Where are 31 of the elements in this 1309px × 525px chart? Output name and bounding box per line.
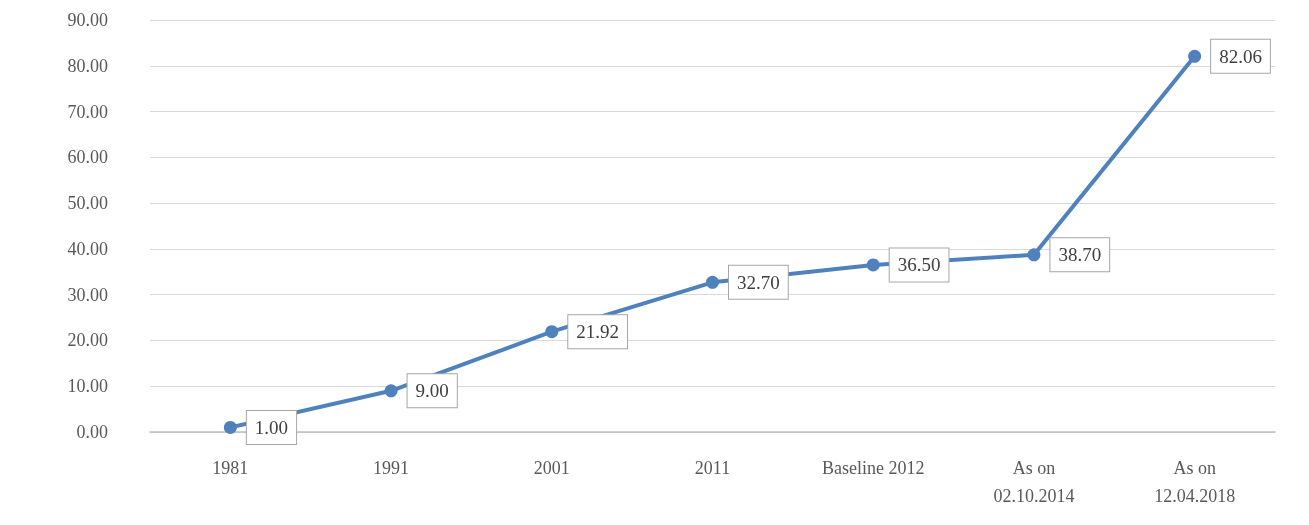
x-tick-label: 2011 [694,458,731,478]
y-tick-label: 20.00 [67,330,108,351]
point [545,325,559,339]
y-tick-label: 0.00 [76,422,108,442]
y-tick-label: 40.00 [67,238,108,259]
point [706,275,719,289]
point [866,258,880,272]
data-label: 1.00 [254,416,289,438]
data-label: 32.70 [737,271,780,293]
y-tick-label: 80.00 [67,55,108,76]
x-tick-label: Baseline 2012 [821,458,925,478]
point [1188,49,1202,63]
point [223,420,237,434]
x-tick-label: As on 12.04.2018 [1154,458,1236,506]
data-label: 9.00 [415,380,449,402]
x-tick-label: 2001 [533,458,570,478]
data-label: 21.92 [576,321,620,343]
data-label: 82.06 [1219,45,1262,67]
data-label: 38.70 [1058,244,1102,266]
y-tick-label: 60.00 [67,147,108,168]
y-tick-label: 30.00 [67,284,108,305]
y-tick-label: 10.00 [67,376,108,397]
y-tick-label: 90.00 [67,10,108,30]
x-tick-label: 1991 [373,458,410,478]
y-tick-label: 70.00 [67,101,108,122]
y-tick-label: 50.00 [67,193,108,214]
x-tick-label: As on 02.10.2014 [993,458,1075,506]
x-tick-label: 1981 [212,458,249,478]
data-label: 36.50 [897,254,941,276]
point [1027,248,1041,262]
point [384,384,398,398]
